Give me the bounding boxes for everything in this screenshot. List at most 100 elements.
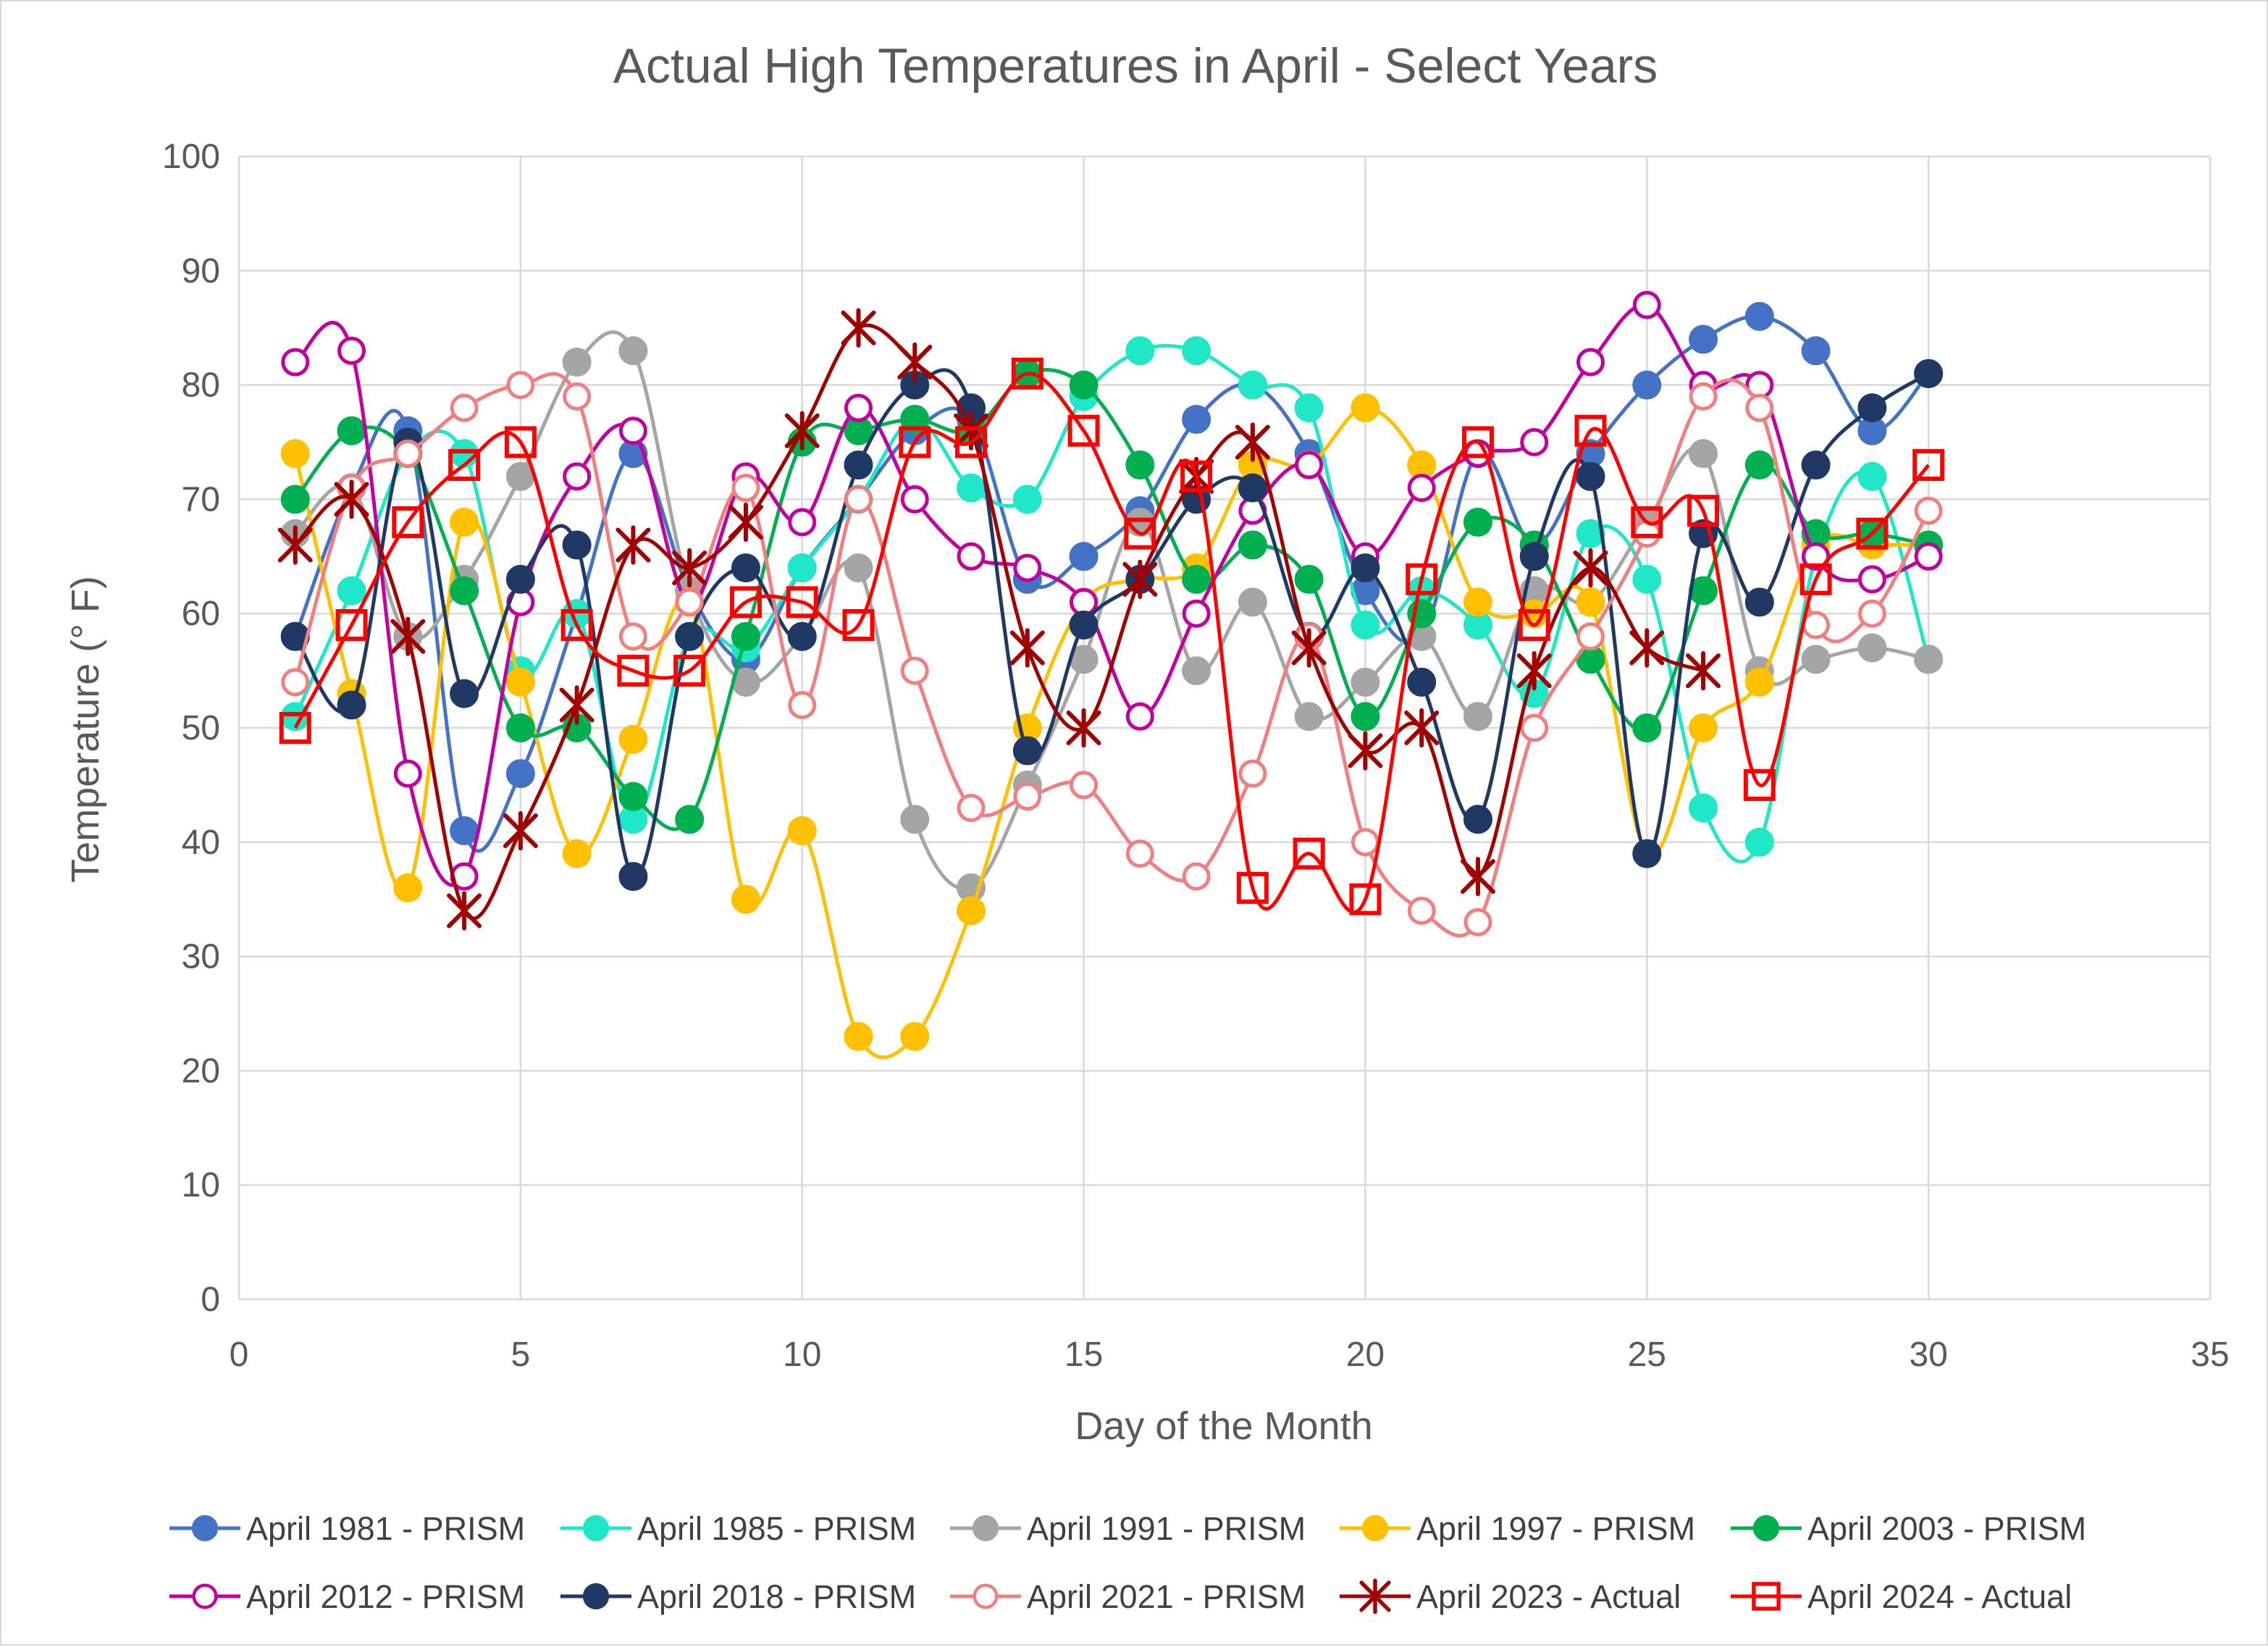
x-tick-label: 10 (783, 1336, 821, 1374)
data-point (787, 553, 817, 583)
legend-marker (1359, 1578, 1391, 1614)
y-tick-label: 40 (182, 824, 220, 862)
x-tick-label: 5 (511, 1336, 531, 1374)
data-point (1631, 506, 1663, 538)
data-point (1066, 708, 1101, 748)
data-point (1516, 650, 1552, 691)
data-point (1009, 628, 1045, 668)
data-point (1070, 771, 1099, 800)
data-point (1802, 611, 1831, 640)
data-point (1291, 628, 1327, 668)
data-point (900, 656, 929, 685)
legend-label: April 1991 - PRISM (1027, 1510, 1306, 1547)
x-tick-label: 15 (1064, 1336, 1103, 1374)
data-point (787, 816, 817, 846)
data-point (1576, 519, 1605, 548)
data-point (1463, 805, 1492, 834)
data-point (1857, 461, 1887, 491)
data-point (450, 679, 479, 708)
data-point (1238, 370, 1267, 400)
series-april-2003-prism (280, 359, 1944, 834)
data-point (900, 805, 930, 834)
legend: April 1981 - PRISM April 1985 - PRISM Apri… (169, 1510, 2086, 1615)
legend-label: April 2012 - PRISM (246, 1578, 525, 1615)
data-point (450, 576, 479, 605)
data-point (1914, 645, 1944, 674)
data-point (1689, 382, 1718, 411)
data-point (1574, 414, 1607, 447)
legend-marker (1361, 1514, 1389, 1542)
data-point (957, 542, 986, 571)
data-point (277, 525, 313, 565)
data-point (616, 525, 651, 565)
y-tick-label: 0 (201, 1281, 220, 1319)
data-point (1293, 837, 1325, 870)
data-point (1689, 439, 1718, 469)
data-point (1801, 450, 1831, 480)
data-point (505, 713, 535, 742)
data-point (503, 810, 538, 851)
data-point (1518, 608, 1550, 641)
data-point (1013, 782, 1042, 811)
series-line (293, 372, 1931, 915)
data-point (1686, 650, 1721, 691)
data-point (731, 884, 760, 914)
series-april-2024-actual (279, 357, 1945, 915)
data-point (1236, 871, 1269, 904)
x-tick-label: 35 (2191, 1336, 2229, 1374)
data-point (1407, 667, 1437, 697)
data-point (1125, 702, 1154, 731)
data-point (390, 616, 426, 656)
data-point (1857, 633, 1887, 663)
data-point (1349, 883, 1382, 915)
y-tick-label: 10 (182, 1166, 220, 1204)
legend-label: April 2021 - PRISM (1027, 1578, 1306, 1615)
data-point (675, 621, 705, 651)
data-point (1629, 628, 1665, 668)
data-point (1407, 896, 1436, 925)
data-point (562, 530, 592, 560)
data-point (563, 382, 592, 411)
legend-item: April 2012 - PRISM (169, 1578, 525, 1615)
data-point (393, 439, 422, 468)
series-line (294, 303, 1930, 887)
axes: 0 10 20 30 40 50 60 70 80 90 100 0 5 10 15 20 25 30 35 (162, 138, 2230, 1374)
legend-marker (192, 1583, 218, 1609)
data-point (957, 473, 986, 503)
y-tick-label: 60 (182, 595, 220, 633)
data-point (393, 873, 423, 902)
data-point (1914, 359, 1944, 388)
data-point (1689, 324, 1718, 354)
data-point (673, 655, 706, 687)
legend-marker (1752, 1514, 1780, 1542)
data-point (618, 781, 648, 811)
data-point (899, 426, 931, 458)
data-point (560, 608, 593, 641)
legend-marker (191, 1514, 219, 1542)
data-point (731, 474, 760, 503)
data-point (1235, 422, 1270, 462)
data-point (562, 348, 592, 377)
data-point (1238, 473, 1267, 503)
data-point (900, 1022, 930, 1052)
data-point (1857, 393, 1887, 423)
y-axis-title: Temperature (° F) (64, 576, 107, 883)
legend-item: April 1997 - PRISM (1340, 1510, 1695, 1547)
data-point (280, 485, 310, 514)
data-point (844, 553, 873, 583)
data-point (448, 449, 481, 482)
data-point (1857, 565, 1886, 594)
data-point (1122, 559, 1158, 600)
data-point (1744, 667, 1774, 697)
data-point (1914, 542, 1943, 571)
data-point (1124, 517, 1156, 550)
data-point (1294, 393, 1324, 423)
legend-label: April 2024 - Actual (1807, 1578, 2072, 1615)
data-point (1238, 530, 1267, 560)
data-point (1573, 548, 1608, 588)
data-point (788, 690, 817, 719)
legend-item: April 1981 - PRISM (169, 1510, 525, 1547)
data-point (900, 404, 930, 434)
